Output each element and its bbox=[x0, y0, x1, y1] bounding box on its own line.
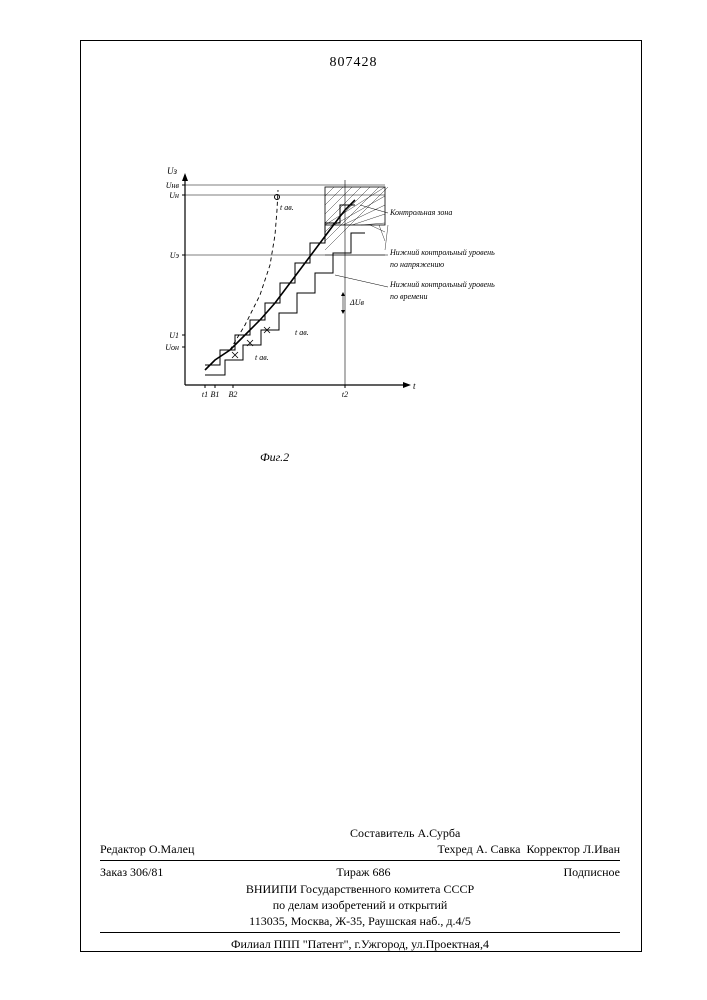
subscription: Подписное bbox=[564, 864, 621, 880]
svg-text:Uз: Uз bbox=[167, 166, 177, 176]
svg-text:Нижний контрольный уровень: Нижний контрольный уровень bbox=[389, 248, 495, 257]
svg-text:Uн: Uн bbox=[169, 191, 179, 200]
techred-corrector: Техред А. Савка Корректор Л.Иван bbox=[437, 841, 620, 857]
svg-text:Uэ: Uэ bbox=[170, 251, 180, 260]
editor: Редактор О.Малец bbox=[100, 841, 194, 857]
svg-text:ΔUв: ΔUв bbox=[349, 298, 364, 307]
order-number: Заказ 306/81 bbox=[100, 864, 163, 880]
svg-text:Контрольная зона: Контрольная зона bbox=[389, 208, 452, 217]
branch-line: Филиал ППП "Патент", г.Ужгород, ул.Проек… bbox=[100, 936, 620, 952]
divider bbox=[100, 932, 620, 933]
svg-text:t ав.: t ав. bbox=[295, 328, 309, 337]
svg-text:B2: B2 bbox=[229, 390, 238, 399]
divider bbox=[100, 860, 620, 861]
svg-text:Uнв: Uнв bbox=[166, 181, 180, 190]
svg-text:t2: t2 bbox=[342, 390, 348, 399]
svg-text:t ав.: t ав. bbox=[255, 353, 269, 362]
svg-text:t ав.: t ав. bbox=[280, 203, 294, 212]
imprint-footer: Составитель А.Сурба Редактор О.Малец Тех… bbox=[100, 825, 620, 952]
address-line: 113035, Москва, Ж-35, Раушская наб., д.4… bbox=[100, 913, 620, 929]
svg-text:по напряжению: по напряжению bbox=[390, 260, 444, 269]
tirazh: Тираж 686 bbox=[336, 864, 390, 880]
svg-text:Uон: Uон bbox=[165, 343, 179, 352]
figure-caption: Фиг.2 bbox=[260, 450, 289, 465]
figure-2: Uз t UнвUн Uэ U1 Uон t1B1 B2 t2 Контрольная зона Н… bbox=[155, 165, 495, 445]
svg-text:t: t bbox=[413, 381, 416, 391]
svg-text:t1: t1 bbox=[202, 390, 208, 399]
svg-text:U1: U1 bbox=[169, 331, 179, 340]
svg-text:Нижний контрольный уровень: Нижний контрольный уровень bbox=[389, 280, 495, 289]
org-line-2: по делам изобретений и открытий bbox=[100, 897, 620, 913]
svg-text:по времени: по времени bbox=[390, 292, 427, 301]
document-number: 807428 bbox=[330, 55, 378, 71]
svg-text:B1: B1 bbox=[211, 390, 220, 399]
compiler-line: Составитель А.Сурба bbox=[100, 825, 620, 841]
org-line-1: ВНИИПИ Государственного комитета СССР bbox=[100, 881, 620, 897]
